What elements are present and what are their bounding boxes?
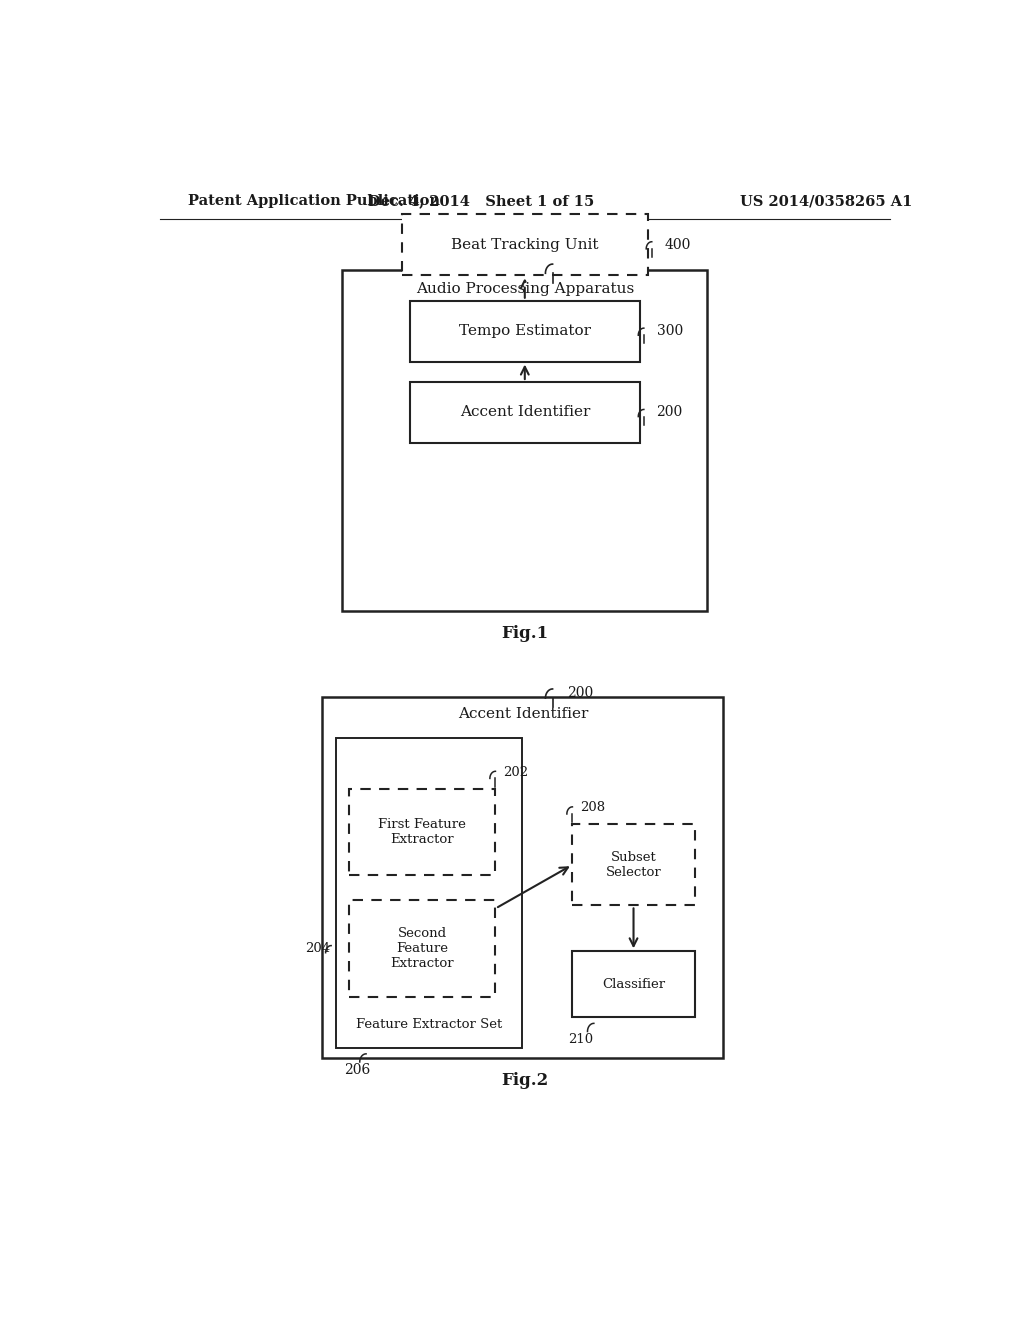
Text: Tempo Estimator: Tempo Estimator	[459, 325, 591, 338]
Text: Beat Tracking Unit: Beat Tracking Unit	[451, 238, 599, 252]
Text: Accent Identifier: Accent Identifier	[458, 708, 588, 721]
Text: 200: 200	[656, 405, 683, 420]
Text: First Feature
Extractor: First Feature Extractor	[378, 818, 466, 846]
Text: US 2014/0358265 A1: US 2014/0358265 A1	[740, 194, 912, 209]
Text: Second
Feature
Extractor: Second Feature Extractor	[390, 927, 454, 970]
Text: 204: 204	[305, 942, 330, 956]
Bar	[572, 952, 695, 1018]
Text: Audio Processing Apparatus: Audio Processing Apparatus	[416, 282, 634, 297]
Bar	[323, 697, 723, 1057]
Text: 300: 300	[656, 325, 683, 338]
Text: Subset
Selector: Subset Selector	[606, 851, 662, 879]
Text: Patent Application Publication: Patent Application Publication	[187, 194, 439, 209]
Bar	[410, 301, 640, 362]
Text: 100: 100	[567, 263, 593, 276]
Bar	[348, 788, 496, 875]
Bar	[572, 824, 695, 906]
Text: Classifier: Classifier	[602, 978, 666, 991]
Text: 210: 210	[568, 1034, 594, 1047]
Text: 200: 200	[567, 686, 593, 700]
Bar	[336, 738, 522, 1048]
Text: Fig.2: Fig.2	[501, 1072, 549, 1089]
Text: Feature Extractor Set: Feature Extractor Set	[356, 1019, 503, 1031]
Bar	[342, 271, 708, 611]
Text: Fig.1: Fig.1	[501, 624, 549, 642]
Bar	[401, 214, 648, 276]
Text: 202: 202	[504, 766, 528, 779]
Text: 208: 208	[581, 801, 605, 814]
Text: 400: 400	[665, 238, 691, 252]
Text: Accent Identifier: Accent Identifier	[460, 405, 590, 420]
Text: Dec. 4, 2014   Sheet 1 of 15: Dec. 4, 2014 Sheet 1 of 15	[368, 194, 594, 209]
Bar	[410, 381, 640, 444]
Text: 206: 206	[344, 1063, 370, 1077]
Bar	[348, 900, 496, 997]
